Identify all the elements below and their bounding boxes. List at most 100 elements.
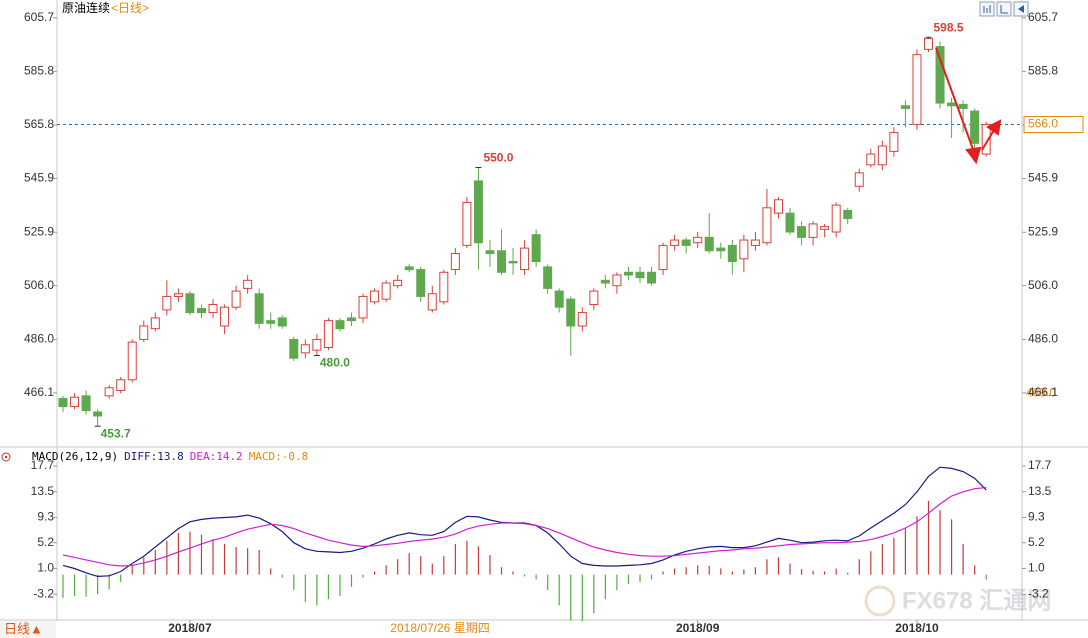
candle-body	[335, 320, 345, 330]
annotation-label: 598.5	[934, 20, 964, 34]
y2-tick-label: 545.9	[1028, 171, 1058, 185]
candle-body	[924, 38, 933, 50]
candle-body	[312, 338, 322, 351]
period-button[interactable]	[0, 621, 56, 638]
candle-body	[427, 293, 437, 311]
y2-tick-label: 17.7	[1028, 458, 1052, 472]
candle-body	[243, 279, 253, 289]
y2-tick-label: 525.9	[1028, 224, 1058, 238]
candle-body	[58, 398, 68, 408]
annotation-label: 480.0	[320, 356, 350, 370]
y2-tick-label: 466.1	[1028, 385, 1058, 399]
watermark-logo	[864, 585, 896, 617]
candle-body	[531, 234, 541, 263]
candle-body	[785, 212, 795, 233]
candle-body	[116, 379, 126, 391]
y-tick-label: 565.8	[24, 117, 54, 131]
toolbar-icon	[983, 5, 991, 13]
toolbar-icon	[1000, 5, 1008, 14]
candle-body	[150, 317, 160, 330]
candle-body	[889, 132, 899, 152]
y2-tick-label: 585.8	[1028, 64, 1058, 78]
x-tick-label: 2018/10	[895, 621, 939, 635]
candle-body	[358, 295, 368, 319]
annotation-label: 550.0	[483, 151, 513, 165]
y-tick-label: 13.5	[31, 484, 55, 498]
candle-body	[739, 239, 749, 260]
candle-body	[704, 236, 714, 252]
candle-body	[439, 271, 449, 303]
candle-body	[104, 387, 114, 397]
y-tick-label: 585.8	[24, 64, 54, 78]
candle-body	[600, 279, 610, 284]
watermark-text: FX678 汇通网	[902, 587, 1051, 614]
period-button-label[interactable]: 日线▲	[4, 621, 43, 636]
arrow-line	[935, 47, 975, 153]
candle-body	[266, 320, 276, 324]
y-tick-label: 506.0	[24, 278, 54, 292]
drawn-arrows	[935, 47, 1002, 165]
y2-tick-label: -3.2	[1028, 586, 1049, 600]
y-tick-label: 5.2	[37, 535, 54, 549]
candle-body	[450, 252, 460, 271]
candle-body	[254, 293, 264, 324]
candle-body	[623, 271, 633, 276]
candle-body	[220, 306, 230, 327]
candle-body	[473, 180, 483, 244]
candle-body	[416, 269, 426, 297]
candle-body	[520, 247, 530, 271]
last-price-label: 566.0	[1028, 117, 1058, 131]
last-price-box	[1023, 116, 1084, 134]
y-tick-label: 1.0	[37, 561, 54, 575]
candle-body	[185, 293, 195, 314]
y-tick-label: 9.3	[37, 510, 54, 524]
candle-body	[139, 325, 149, 340]
arrow-head	[986, 119, 1002, 136]
candle-body	[727, 244, 737, 263]
candle-body	[947, 102, 957, 107]
candle-body	[750, 239, 760, 246]
y-tick-label: 17.7	[31, 458, 55, 472]
candle-body	[831, 204, 841, 233]
candle-body	[566, 298, 576, 327]
y-tick-label: 545.9	[24, 171, 54, 185]
candle-body	[935, 46, 945, 104]
arrow-line	[981, 129, 995, 151]
candle-body	[393, 279, 403, 287]
candle-body	[381, 282, 391, 300]
candle-body	[693, 236, 703, 244]
candle-body	[658, 244, 668, 271]
candle-body	[635, 271, 645, 279]
candle-body	[716, 247, 726, 252]
candle-body	[612, 274, 622, 287]
crosshair-price: 469.0	[1026, 385, 1056, 399]
chart-title: 原油连续	[62, 0, 110, 15]
candle-body	[277, 317, 287, 327]
toolbar-icon	[1018, 5, 1024, 13]
candle-body	[866, 153, 876, 166]
candle-body	[900, 105, 910, 109]
candle-body	[681, 239, 691, 246]
candle-body	[589, 290, 599, 306]
annotation-label: 453.7	[101, 426, 131, 440]
toolbar	[979, 1, 1029, 17]
candle-body	[843, 209, 853, 220]
y2-tick-label: 1.0	[1028, 561, 1045, 575]
candle-body	[196, 308, 206, 314]
candle-body	[543, 266, 553, 289]
y-tick-label: -3.2	[33, 586, 54, 600]
candle-body	[70, 396, 80, 408]
y2-tick-label: 486.0	[1028, 332, 1058, 346]
y2-tick-label: 13.5	[1028, 484, 1052, 498]
y-tick-label: 525.9	[24, 224, 54, 238]
candle-body	[577, 312, 587, 327]
candle-body	[173, 293, 183, 297]
period-label: <日线>	[111, 1, 149, 15]
toolbar-button[interactable]	[996, 1, 1012, 17]
candle-body	[231, 290, 241, 308]
arrow-head	[965, 146, 982, 165]
y-tick-label: 605.7	[24, 10, 54, 24]
candle-body	[981, 124, 991, 155]
